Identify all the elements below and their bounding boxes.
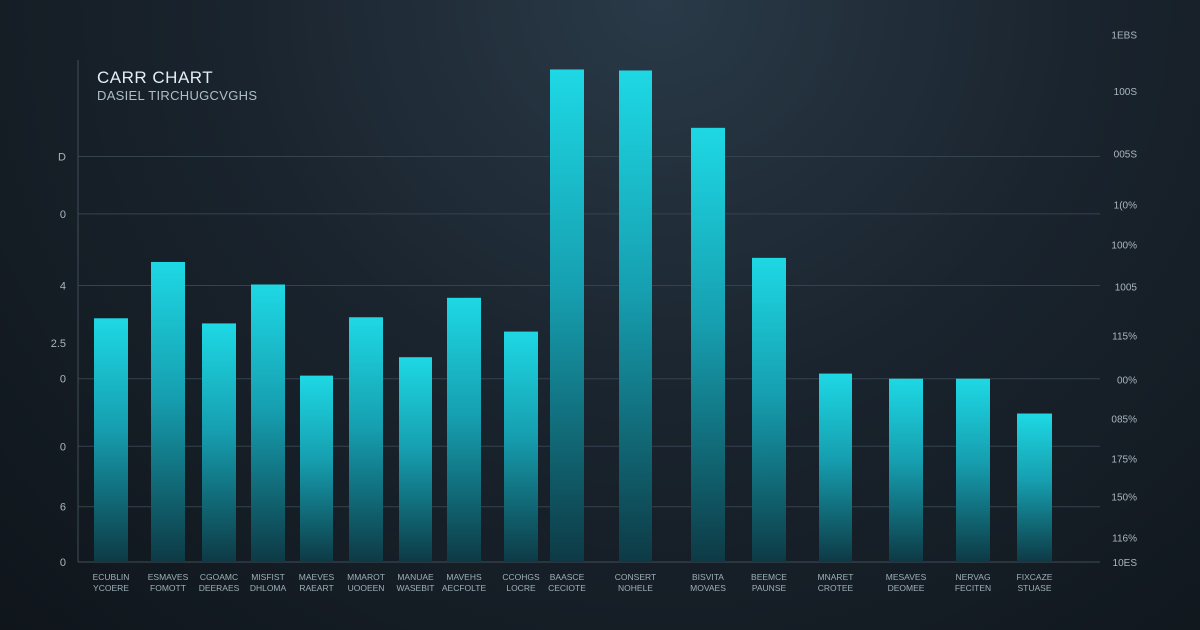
x-category-label: MMAROT	[347, 572, 385, 582]
x-category-label: NERVAG	[955, 572, 990, 582]
x-category-label: MOVAES	[690, 583, 726, 593]
x-category-label: ECUBLIN	[93, 572, 130, 582]
x-category-label: DEOMEE	[888, 583, 925, 593]
bar	[550, 69, 584, 563]
y-tick-label-right: 100%	[1111, 241, 1137, 252]
bar	[819, 373, 852, 562]
bar	[202, 323, 236, 562]
y-axis-left-ticks: D 0 4 2.5 0 0 6 0	[51, 151, 66, 569]
x-category-label: MNARET	[818, 572, 854, 582]
x-category-label: WASEBIT	[397, 583, 435, 593]
x-category-label: CCOHGS	[502, 572, 540, 582]
bar	[619, 70, 652, 562]
bar	[889, 378, 923, 562]
x-category-label: DHLOMA	[250, 583, 287, 593]
y-tick-label-right: 10ES	[1113, 558, 1138, 569]
y-tick-label-left: 0	[60, 209, 66, 221]
bar	[399, 357, 432, 562]
x-category-label: ESMAVES	[148, 572, 189, 582]
x-category-label: CONSERT	[615, 572, 656, 582]
bar	[691, 127, 725, 562]
bar	[300, 375, 333, 562]
chart-title: CARR CHART	[97, 68, 214, 87]
y-tick-label-left: 0	[60, 441, 66, 453]
x-category-label: NOHELE	[618, 583, 653, 593]
x-category-label: MAEVES	[299, 572, 335, 582]
y-tick-label-left: 4	[60, 281, 66, 293]
bar	[151, 261, 185, 562]
x-category-label: RAEART	[299, 583, 333, 593]
y-axis-right-ticks: 1ЕВS 100S 005S 1(0% 100% 1005 115% 00% 085% 175% 1…	[1111, 31, 1137, 569]
y-tick-label-right: 1ЕВS	[1111, 31, 1137, 42]
bar	[752, 257, 786, 562]
x-category-label: FOMOTT	[150, 583, 186, 593]
y-tick-label-left: 0	[60, 374, 66, 386]
x-category-label: UOOEEN	[348, 583, 385, 593]
x-category-label: YCOERE	[93, 583, 129, 593]
gridlines	[78, 155, 1100, 508]
bar	[956, 378, 990, 562]
x-category-label: BISVITA	[692, 572, 724, 582]
x-category-label: CECIOTE	[548, 583, 586, 593]
y-tick-label-right: 175%	[1111, 455, 1137, 466]
y-tick-label-left: 0	[60, 557, 66, 569]
x-category-label: FIXCAZE	[1017, 572, 1053, 582]
chart-subtitle: DASIEL TIRCHUGCVGHS	[97, 88, 258, 103]
y-tick-label-right: 150%	[1111, 492, 1137, 503]
x-category-label: STUASE	[1017, 583, 1051, 593]
bar	[94, 318, 128, 562]
x-category-label: BEEMCE	[751, 572, 787, 582]
bars	[94, 69, 1052, 563]
bar	[251, 284, 285, 562]
y-tick-label-left: D	[58, 151, 66, 163]
y-tick-label-right: 100S	[1114, 87, 1138, 98]
y-tick-label-right: 116%	[1112, 533, 1137, 544]
x-category-label: DEERAES	[199, 583, 240, 593]
y-tick-label-right: 085%	[1111, 415, 1137, 426]
x-category-label: BAASCE	[550, 572, 585, 582]
bar	[349, 317, 383, 562]
y-tick-label-right: 00%	[1117, 376, 1137, 387]
x-category-label: AECFOLTE	[442, 583, 487, 593]
y-tick-label-left: 6	[60, 502, 66, 514]
x-category-label: FECITEN	[955, 583, 991, 593]
bar	[504, 331, 538, 562]
y-tick-label-left: 2.5	[51, 338, 66, 350]
x-category-label: PAUNSE	[752, 583, 787, 593]
x-category-label: MISFIST	[251, 572, 285, 582]
y-tick-label-right: 1(0%	[1114, 201, 1137, 212]
x-category-label: CGOAMC	[200, 572, 238, 582]
x-category-label: MANUAE	[397, 572, 434, 582]
y-tick-label-right: 005S	[1114, 149, 1138, 160]
y-tick-label-right: 115%	[1112, 332, 1137, 343]
x-category-label: CROTEE	[818, 583, 854, 593]
x-category-label: MAVEHS	[446, 572, 482, 582]
bar	[447, 297, 481, 562]
x-category-label: LOCRE	[506, 583, 536, 593]
y-tick-label-right: 1005	[1115, 283, 1138, 294]
x-category-label: MESAVES	[886, 572, 927, 582]
bar	[1017, 413, 1052, 562]
